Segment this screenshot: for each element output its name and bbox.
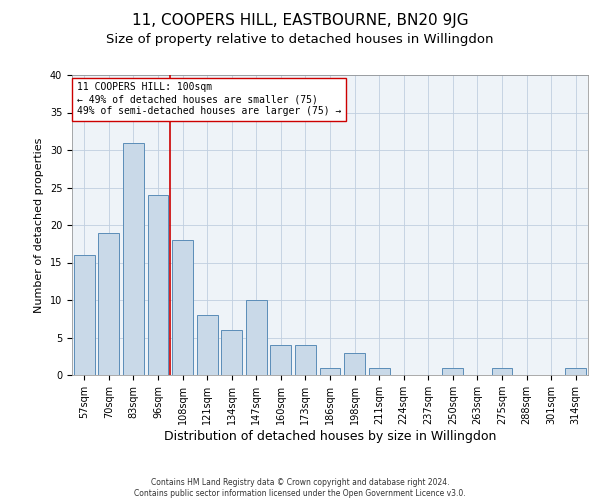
X-axis label: Distribution of detached houses by size in Willingdon: Distribution of detached houses by size … bbox=[164, 430, 496, 443]
Bar bbox=[271, 345, 292, 375]
Bar bbox=[148, 195, 169, 375]
Bar bbox=[123, 142, 144, 375]
Bar bbox=[368, 368, 389, 375]
Bar bbox=[295, 345, 316, 375]
Bar bbox=[246, 300, 267, 375]
Bar bbox=[98, 232, 119, 375]
Bar bbox=[491, 368, 512, 375]
Text: Size of property relative to detached houses in Willingdon: Size of property relative to detached ho… bbox=[106, 32, 494, 46]
Bar bbox=[442, 368, 463, 375]
Bar bbox=[565, 368, 586, 375]
Text: 11, COOPERS HILL, EASTBOURNE, BN20 9JG: 11, COOPERS HILL, EASTBOURNE, BN20 9JG bbox=[131, 12, 469, 28]
Bar bbox=[320, 368, 340, 375]
Bar bbox=[74, 255, 95, 375]
Y-axis label: Number of detached properties: Number of detached properties bbox=[34, 138, 44, 312]
Bar bbox=[172, 240, 193, 375]
Bar bbox=[197, 315, 218, 375]
Text: 11 COOPERS HILL: 100sqm
← 49% of detached houses are smaller (75)
49% of semi-de: 11 COOPERS HILL: 100sqm ← 49% of detache… bbox=[77, 82, 341, 116]
Text: Contains HM Land Registry data © Crown copyright and database right 2024.
Contai: Contains HM Land Registry data © Crown c… bbox=[134, 478, 466, 498]
Bar bbox=[221, 330, 242, 375]
Bar bbox=[344, 352, 365, 375]
